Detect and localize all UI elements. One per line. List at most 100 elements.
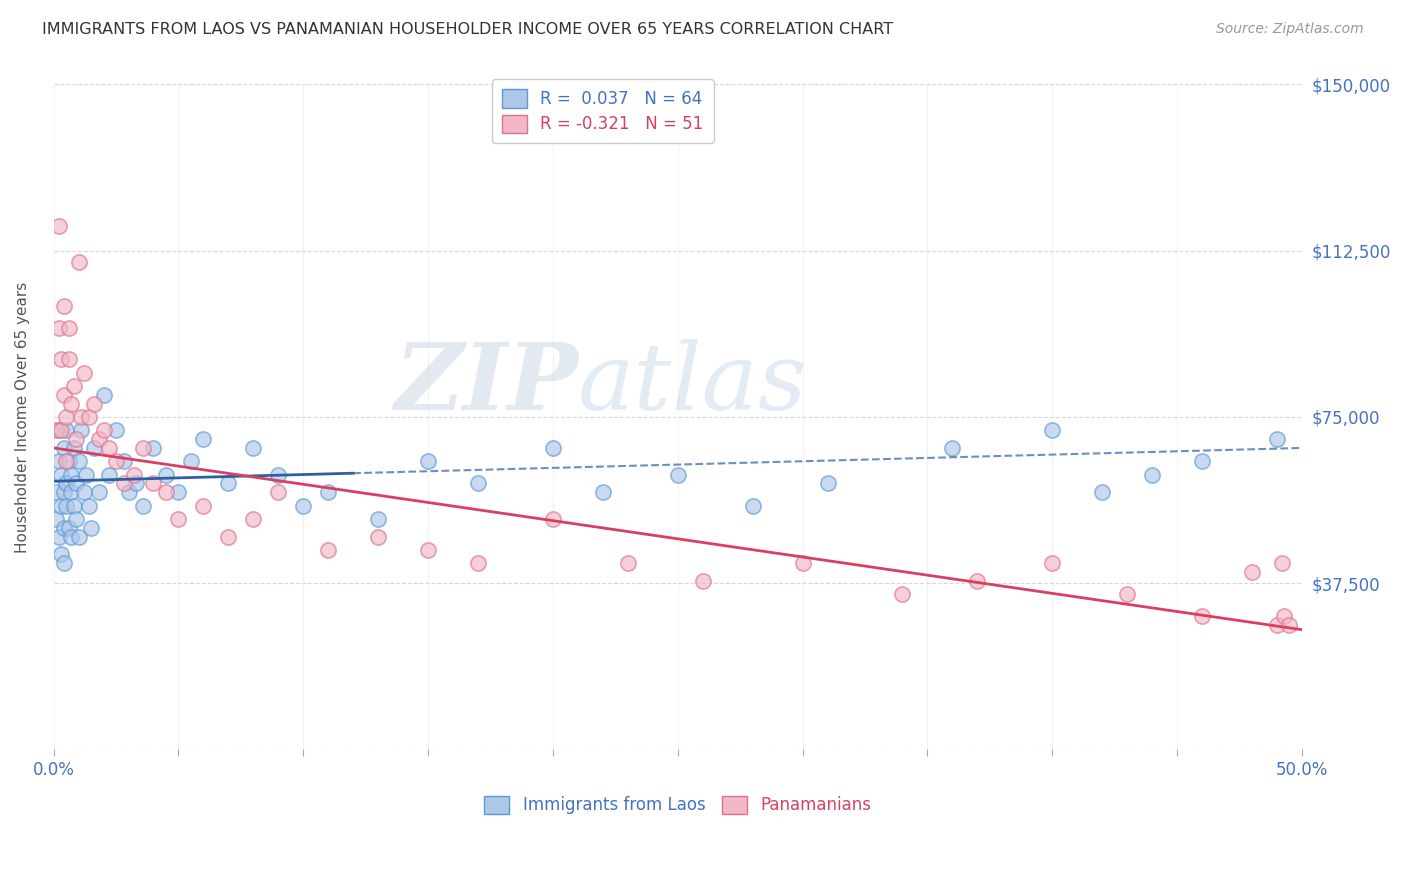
Point	[167, 485, 190, 500]
Point	[65, 476, 87, 491]
Point	[72, 485, 94, 500]
Point	[242, 512, 264, 526]
Point	[49, 423, 72, 437]
Point	[692, 574, 714, 588]
Point	[966, 574, 988, 588]
Text: ZIP: ZIP	[394, 339, 578, 429]
Point	[55, 476, 77, 491]
Point	[367, 512, 389, 526]
Point	[52, 388, 75, 402]
Point	[67, 530, 90, 544]
Point	[1116, 587, 1139, 601]
Point	[416, 542, 439, 557]
Point	[48, 454, 70, 468]
Point	[242, 441, 264, 455]
Point	[52, 441, 75, 455]
Point	[132, 499, 155, 513]
Point	[45, 423, 67, 437]
Point	[62, 441, 84, 455]
Point	[55, 499, 77, 513]
Point	[1140, 467, 1163, 482]
Point	[58, 521, 80, 535]
Point	[62, 499, 84, 513]
Point	[93, 388, 115, 402]
Point	[180, 454, 202, 468]
Point	[122, 467, 145, 482]
Point	[666, 467, 689, 482]
Point	[52, 485, 75, 500]
Point	[117, 485, 139, 500]
Point	[87, 432, 110, 446]
Point	[541, 512, 564, 526]
Point	[292, 499, 315, 513]
Point	[416, 454, 439, 468]
Point	[1278, 618, 1301, 632]
Point	[142, 441, 165, 455]
Point	[792, 556, 814, 570]
Text: IMMIGRANTS FROM LAOS VS PANAMANIAN HOUSEHOLDER INCOME OVER 65 YEARS CORRELATION : IMMIGRANTS FROM LAOS VS PANAMANIAN HOUSE…	[42, 22, 893, 37]
Point	[87, 485, 110, 500]
Point	[48, 321, 70, 335]
Point	[105, 423, 128, 437]
Point	[49, 499, 72, 513]
Legend: Immigrants from Laos, Panamanians: Immigrants from Laos, Panamanians	[478, 789, 877, 821]
Point	[83, 441, 105, 455]
Point	[77, 499, 100, 513]
Point	[1040, 556, 1063, 570]
Point	[75, 467, 97, 482]
Point	[48, 423, 70, 437]
Point	[125, 476, 148, 491]
Point	[49, 547, 72, 561]
Point	[1240, 565, 1263, 579]
Point	[65, 432, 87, 446]
Point	[72, 366, 94, 380]
Point	[52, 556, 75, 570]
Point	[52, 299, 75, 313]
Point	[48, 530, 70, 544]
Point	[58, 454, 80, 468]
Point	[60, 467, 83, 482]
Y-axis label: Householder Income Over 65 years: Householder Income Over 65 years	[15, 281, 30, 552]
Point	[1091, 485, 1114, 500]
Point	[316, 542, 339, 557]
Point	[60, 396, 83, 410]
Point	[70, 409, 93, 424]
Point	[617, 556, 640, 570]
Point	[1040, 423, 1063, 437]
Point	[891, 587, 914, 601]
Point	[83, 396, 105, 410]
Point	[48, 219, 70, 234]
Point	[93, 423, 115, 437]
Point	[1191, 454, 1213, 468]
Point	[65, 512, 87, 526]
Point	[167, 512, 190, 526]
Point	[112, 476, 135, 491]
Point	[217, 530, 239, 544]
Point	[58, 321, 80, 335]
Point	[193, 499, 215, 513]
Point	[67, 254, 90, 268]
Point	[592, 485, 614, 500]
Point	[58, 352, 80, 367]
Point	[97, 467, 120, 482]
Point	[316, 485, 339, 500]
Point	[45, 485, 67, 500]
Point	[60, 530, 83, 544]
Point	[97, 441, 120, 455]
Point	[267, 467, 290, 482]
Text: atlas: atlas	[578, 339, 807, 429]
Point	[541, 441, 564, 455]
Point	[817, 476, 839, 491]
Point	[1265, 432, 1288, 446]
Point	[155, 485, 177, 500]
Point	[467, 556, 489, 570]
Point	[1271, 556, 1294, 570]
Point	[55, 423, 77, 437]
Point	[267, 485, 290, 500]
Point	[367, 530, 389, 544]
Point	[49, 352, 72, 367]
Point	[467, 476, 489, 491]
Point	[155, 467, 177, 482]
Point	[77, 409, 100, 424]
Point	[1191, 609, 1213, 624]
